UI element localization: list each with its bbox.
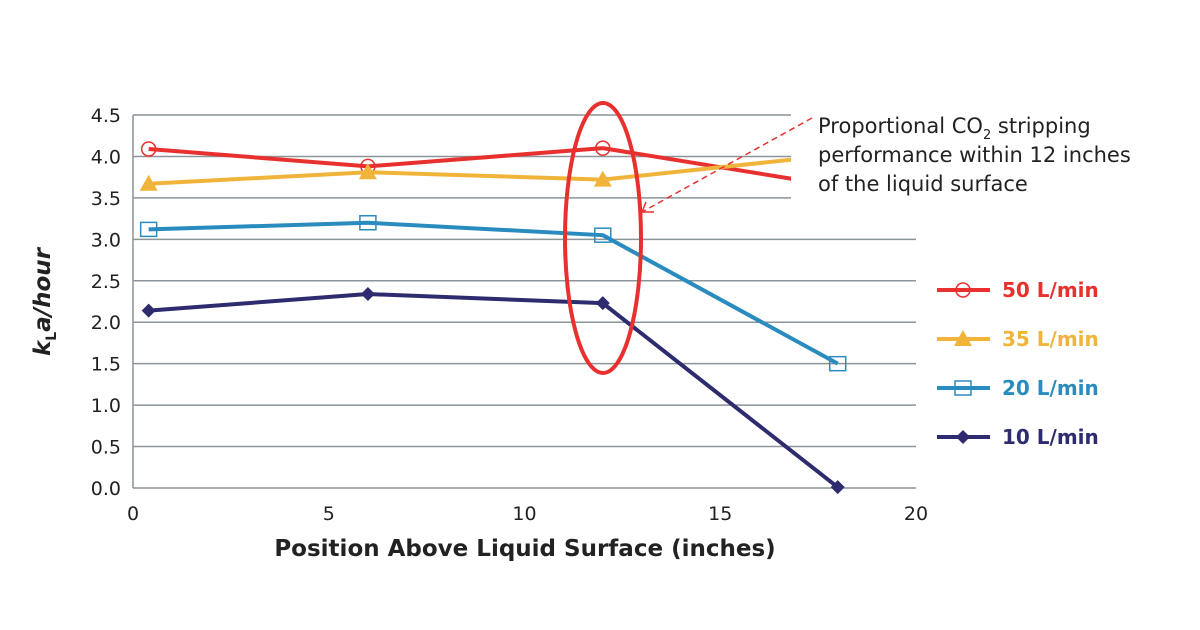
legend-label: 35 L/min	[1002, 327, 1099, 351]
series-35-l-min	[139, 157, 791, 191]
gridlines	[132, 114, 916, 489]
y-tick-label: 0.0	[91, 478, 121, 500]
data-point-circle	[955, 282, 971, 298]
series-20-l-min	[139, 215, 847, 372]
legend-item: 35 L/min	[937, 327, 1099, 351]
data-point-square	[139, 221, 158, 238]
data-point-square	[594, 227, 612, 243]
y-tick-label: 1.5	[91, 354, 121, 376]
legend: 50 L/min 35 L/min 20 L/min 10 L/min	[937, 278, 1099, 449]
series-line	[148, 292, 839, 489]
legend-label: 10 L/min	[1002, 425, 1099, 449]
y-tick-label: 3.0	[91, 229, 121, 251]
y-tick-label: 2.5	[91, 271, 121, 293]
y-tick-label: 2.0	[91, 312, 121, 334]
series-group	[139, 140, 847, 495]
series-10-l-min	[141, 287, 845, 495]
data-point-diamond	[956, 430, 970, 444]
annotation-line-3: of the liquid surface	[818, 172, 1028, 196]
series-line	[148, 157, 791, 186]
y-tick-label: 3.5	[91, 188, 121, 210]
x-tick-label: 10	[512, 503, 536, 525]
legend-label: 20 L/min	[1002, 376, 1099, 400]
data-point-circle	[595, 140, 611, 156]
y-tick-label: 0.5	[91, 437, 121, 459]
data-point-triangle	[593, 170, 612, 187]
x-tick-label: 15	[708, 503, 732, 525]
data-point-square	[359, 215, 377, 231]
data-point-diamond	[830, 480, 845, 495]
data-point-diamond	[141, 303, 156, 318]
y-tick-label: 4.5	[91, 105, 121, 127]
x-axis-label: Position Above Liquid Surface (inches)	[274, 536, 775, 562]
y-tick-label: 4.0	[91, 146, 121, 168]
data-point-triangle	[954, 330, 972, 346]
data-point-diamond	[595, 296, 610, 311]
data-point-square	[954, 380, 972, 396]
series-line	[148, 220, 839, 366]
annotation-line-2: performance within 12 inches	[818, 143, 1131, 167]
y-tick-labels: 0.0 0.5 1.0 1.5 2.0 2.5 3.0 3.5 4.0 4.5	[91, 105, 121, 500]
x-tick-label: 0	[127, 503, 139, 525]
y-tick-label: 1.0	[91, 395, 121, 417]
annotation-arrowhead	[641, 201, 654, 213]
data-point-circle	[140, 141, 157, 157]
legend-item: 20 L/min	[937, 376, 1099, 400]
annotation-arrow	[641, 117, 813, 213]
data-point-diamond	[360, 287, 375, 302]
legend-item: 10 L/min	[937, 425, 1099, 449]
data-point-triangle	[139, 174, 158, 191]
legend-item: 50 L/min	[937, 278, 1099, 302]
x-tick-labels: 0 5 10 15 20	[127, 503, 928, 525]
y-axis-label: kLa/hour	[30, 246, 60, 356]
legend-label: 50 L/min	[1002, 278, 1099, 302]
data-point-square	[828, 355, 847, 372]
x-tick-label: 5	[323, 503, 335, 525]
data-point-triangle	[358, 163, 377, 180]
x-tick-label: 20	[904, 503, 928, 525]
annotation-line-1: Proportional CO2 stripping	[818, 114, 1091, 143]
highlight-ellipse	[563, 101, 643, 375]
